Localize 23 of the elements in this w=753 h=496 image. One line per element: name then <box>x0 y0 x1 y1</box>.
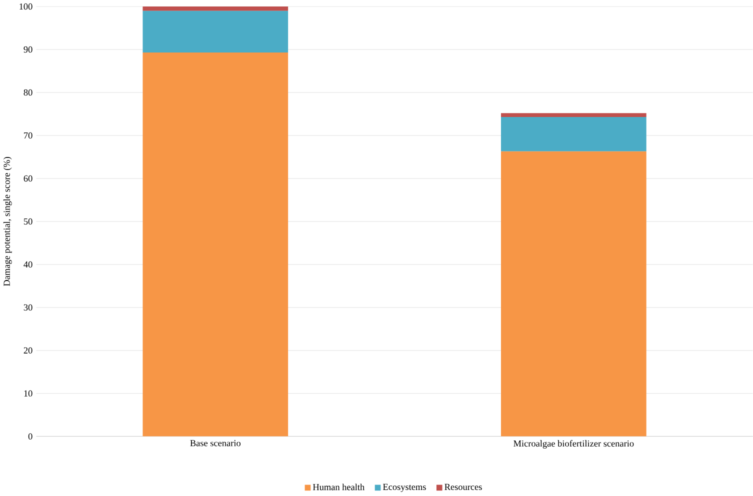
bar <box>142 52 288 437</box>
y-tick-label: 30 <box>24 304 32 311</box>
y-tick-label: 80 <box>24 90 32 96</box>
x-tick-label: Microalgae biofertilizer scenario <box>514 440 634 449</box>
legend-label: Ecosystems <box>383 484 426 492</box>
x-tick-label: Base scenario <box>190 440 240 446</box>
y-tick-label: 100 <box>20 4 32 10</box>
y-tick-label: 10 <box>24 390 32 397</box>
legend-label: Human health <box>312 484 364 490</box>
y-tick-label: 60 <box>24 175 32 182</box>
bar <box>500 152 646 437</box>
bar <box>142 10 288 53</box>
bar <box>142 6 288 11</box>
y-tick-label: 50 <box>24 218 32 225</box>
y-tick-label: 70 <box>24 132 32 139</box>
bar <box>500 117 646 152</box>
bar <box>500 113 646 118</box>
y-tick-label: 90 <box>24 46 32 53</box>
y-tick-label: 40 <box>24 261 32 268</box>
legend-label: Resources <box>444 484 482 490</box>
y-axis-title: Damage potential, single score (%) <box>3 157 12 286</box>
y-tick-label: 0 <box>28 433 32 440</box>
y-tick-label: 20 <box>24 347 32 354</box>
